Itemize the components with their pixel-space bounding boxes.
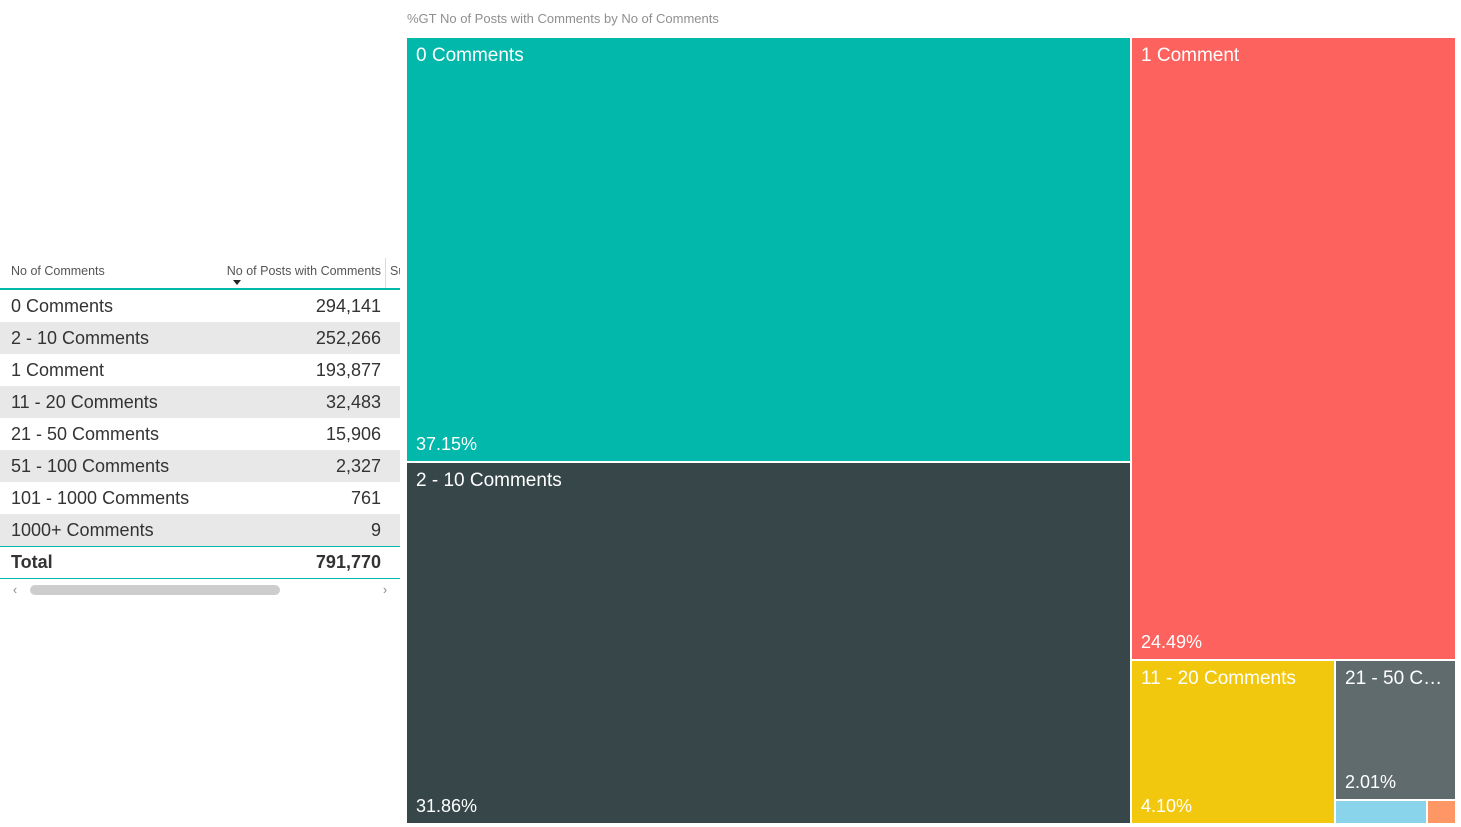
treemap-visual: 0 Comments 37.15% 2 - 10 Comments 31.86%… (407, 38, 1455, 823)
tile-percent: 2.01% (1345, 772, 1397, 792)
table-row[interactable]: 1 Comment 193,877 (0, 354, 400, 386)
treemap-tile-21-50-comments[interactable]: 21 - 50 Comments 2.01% (1336, 661, 1455, 799)
row-label: 1000+ Comments (11, 519, 154, 540)
row-label: 101 - 1000 Comments (11, 487, 190, 508)
scrollbar-thumb[interactable] (30, 585, 280, 595)
tile-label: 0 Comments (416, 45, 524, 66)
tile-percent: 37.15% (416, 434, 478, 454)
table-total-row: Total 791,770 (0, 546, 400, 579)
tile-label: 11 - 20 Comments (1141, 668, 1296, 689)
tile-label: 1 Comment (1141, 45, 1240, 66)
column-header-no-of-comments[interactable]: No of Comments (11, 264, 105, 278)
treemap-tile-0-comments[interactable]: 0 Comments 37.15% (407, 38, 1130, 461)
row-label: 2 - 10 Comments (11, 327, 150, 348)
treemap-title: %GT No of Posts with Comments by No of C… (407, 11, 719, 26)
row-label: 0 Comments (11, 295, 114, 316)
treemap-tile-51-100-comments[interactable] (1336, 801, 1426, 823)
table-row[interactable]: 51 - 100 Comments 2,327 (0, 450, 400, 482)
treemap-tile-11-20-comments[interactable]: 11 - 20 Comments 4.10% (1132, 661, 1334, 823)
row-label: 1 Comment (11, 359, 105, 380)
row-value: 32,483 (325, 391, 381, 412)
treemap-tile-101-1000-comments[interactable] (1428, 801, 1455, 823)
row-value: 294,141 (315, 295, 381, 316)
table-row[interactable]: 101 - 1000 Comments 761 (0, 482, 400, 514)
row-value: 9 (370, 519, 381, 540)
scroll-right-icon[interactable]: › (382, 582, 388, 597)
treemap-tile-2-10-comments[interactable]: 2 - 10 Comments 31.86% (407, 463, 1130, 823)
sort-descending-icon[interactable] (233, 280, 241, 285)
table-visual: No of Comments No of Posts with Comments… (0, 258, 400, 579)
table-row[interactable]: 0 Comments 294,141 (0, 290, 400, 322)
scroll-left-icon[interactable]: ‹ (12, 582, 18, 597)
tile-percent: 4.10% (1141, 796, 1193, 816)
total-label: Total (11, 552, 53, 572)
table-header: No of Comments No of Posts with Comments… (0, 258, 400, 290)
row-value: 193,877 (315, 359, 381, 380)
tile-label: 2 - 10 Comments (416, 470, 562, 491)
column-header-su[interactable]: Su (385, 258, 400, 288)
treemap-tile-1-comment[interactable]: 1 Comment 24.49% (1132, 38, 1455, 659)
table-body: 0 Comments 294,141 2 - 10 Comments 252,2… (0, 290, 400, 546)
table-row[interactable]: 1000+ Comments 9 (0, 514, 400, 546)
tile-percent: 24.49% (1141, 632, 1203, 652)
tile-label: 21 - 50 Comments (1345, 668, 1447, 689)
row-label: 51 - 100 Comments (11, 455, 170, 476)
row-value: 2,327 (335, 455, 381, 476)
column-header-no-of-posts[interactable]: No of Posts with Comments (226, 264, 381, 278)
table-row[interactable]: 11 - 20 Comments 32,483 (0, 386, 400, 418)
total-value: 791,770 (315, 552, 381, 572)
table-horizontal-scrollbar[interactable]: ‹ › (6, 583, 394, 597)
row-value: 252,266 (315, 327, 381, 348)
row-value: 15,906 (325, 423, 381, 444)
tile-percent: 31.86% (416, 796, 478, 816)
row-value: 761 (350, 487, 381, 508)
scrollbar-track[interactable] (24, 583, 376, 597)
table-row[interactable]: 2 - 10 Comments 252,266 (0, 322, 400, 354)
row-label: 21 - 50 Comments (11, 423, 160, 444)
row-label: 11 - 20 Comments (11, 391, 158, 412)
table-row[interactable]: 21 - 50 Comments 15,906 (0, 418, 400, 450)
